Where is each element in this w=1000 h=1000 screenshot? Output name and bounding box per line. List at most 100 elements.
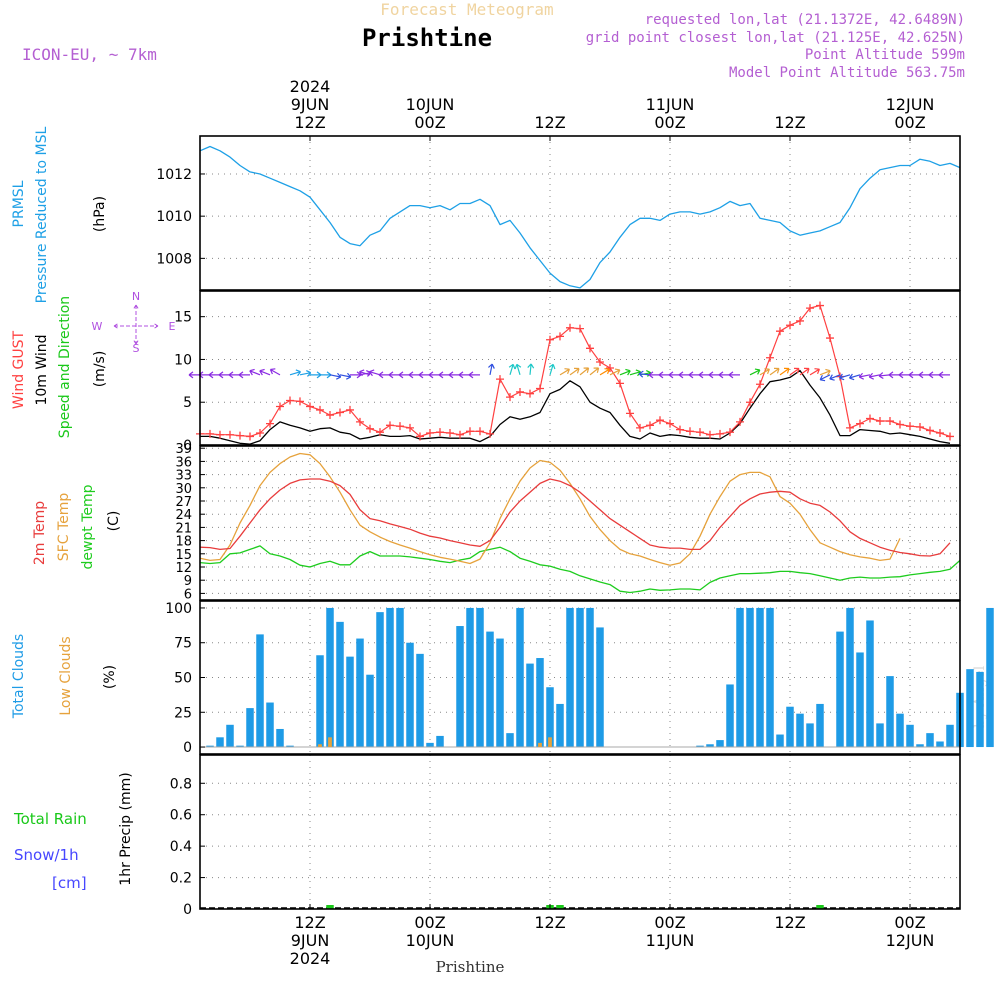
total-clouds-bar [416, 653, 424, 748]
total-clouds-bar [276, 728, 284, 748]
wind-direction-arrow [508, 363, 516, 376]
total-clouds-bar [386, 607, 394, 748]
dewpoint-line [199, 545, 961, 594]
y-tick-label: 15 [174, 310, 192, 326]
total-rain-label: Total Rain [13, 810, 87, 828]
compass-east: E [169, 320, 176, 333]
gust-marker [826, 334, 834, 343]
y-tick-label: 0 [183, 740, 192, 756]
low-clouds-bar [318, 744, 322, 748]
wind-direction-arrow [569, 367, 580, 376]
total-clouds-bar [596, 627, 604, 748]
bottom-location-label: Prishtine [436, 958, 505, 976]
wind-direction-arrow [589, 367, 600, 376]
gust-marker [506, 393, 514, 402]
temp-2m-line [199, 478, 951, 557]
temp-2m-label: 2m Temp [32, 501, 48, 565]
total-clouds-bar [486, 631, 494, 748]
gust-marker [346, 405, 354, 414]
total-clouds-bar [546, 687, 554, 748]
wind-direction-arrow [609, 368, 621, 376]
wind-direction-arrow [228, 371, 240, 379]
total-clouds-bar [336, 621, 344, 748]
bottom-time-label: 12Z [294, 913, 325, 932]
total-clouds-bar [516, 607, 524, 748]
gust-marker [266, 419, 274, 428]
gust-marker [746, 398, 754, 407]
gust-marker [686, 427, 694, 436]
wind-direction-arrow [378, 371, 390, 379]
wind-direction-arrow [658, 371, 670, 379]
gust-marker [206, 429, 214, 438]
y-tick-label: 1012 [156, 167, 192, 183]
y-tick-label: 12 [175, 561, 192, 576]
gust-marker [416, 432, 424, 441]
wind-direction-arrow [888, 371, 900, 379]
wind-direction-arrow [388, 371, 400, 379]
top-time-label: 00Z [654, 113, 685, 132]
gust-marker [246, 432, 254, 441]
total-clouds-bar [946, 724, 954, 748]
total-clouds-bar [936, 741, 944, 748]
bottom-time-label: 11JUN [646, 931, 695, 950]
gust-marker [386, 421, 394, 430]
low-clouds-bar [538, 742, 542, 748]
wind-direction-arrow [548, 363, 556, 376]
total-clouds-bar [456, 626, 464, 748]
gust-marker [476, 427, 484, 436]
gust-marker [946, 432, 954, 441]
gust-marker [626, 409, 634, 418]
total-clouds-bar [346, 656, 354, 748]
gust-marker [846, 423, 854, 432]
y-tick-label: 36 [175, 455, 192, 470]
y-tick-label: 9 [184, 574, 192, 589]
gust-marker [716, 429, 724, 438]
wind-direction-arrow [938, 371, 950, 379]
total-clouds-bar [236, 745, 244, 748]
wind-direction-arrow [918, 371, 930, 379]
gust-marker [856, 419, 864, 428]
y-tick-label: 30 [175, 482, 192, 497]
gust-marker [876, 417, 884, 426]
total-clouds-bar [476, 607, 484, 748]
rain-bar [816, 905, 824, 909]
wind-direction-arrow [829, 374, 841, 381]
total-clouds-bar [866, 620, 874, 748]
y-tick-label: 0.6 [170, 808, 192, 824]
gust-marker [676, 425, 684, 434]
total-clouds-bar [316, 655, 324, 748]
total-clouds-bar [886, 676, 894, 748]
total-clouds-bar [716, 740, 724, 748]
gust-marker [606, 364, 614, 372]
gust-marker [866, 414, 874, 423]
wind-direction-arrow [789, 367, 800, 376]
total-clouds-bar [466, 607, 474, 748]
wind-direction-arrow [299, 369, 312, 377]
low-clouds-label: Low Clouds [58, 636, 74, 715]
pressure-label: PRMSL [11, 180, 27, 227]
wind-direction-arrow [514, 363, 522, 376]
gust-marker [446, 429, 454, 438]
wind-direction-arrow [368, 369, 381, 377]
y-tick-label: 50 [174, 671, 192, 687]
gust-marker [306, 402, 314, 411]
wind-direction-arrow [339, 372, 352, 380]
top-year-label: 2024 [290, 77, 331, 96]
gust-marker [396, 422, 404, 431]
y-tick-label: 100 [165, 601, 192, 617]
y-tick-label: 0.8 [170, 776, 192, 792]
y-tick-label: 75 [174, 636, 192, 652]
wind-direction-arrow [599, 368, 610, 376]
total-clouds-bar [876, 723, 884, 748]
rain-bar [556, 905, 564, 909]
gust-marker [376, 428, 384, 437]
gust-marker [216, 430, 224, 439]
gust-marker [226, 430, 234, 439]
y-tick-label: 0 [183, 902, 192, 918]
y-tick-label: 27 [175, 495, 192, 510]
total-clouds-bar [846, 607, 854, 748]
top-time-label: 11JUN [646, 95, 695, 114]
total-clouds-bar [586, 607, 594, 748]
compass-south: S [133, 342, 140, 355]
wind-direction-arrow [218, 371, 230, 379]
